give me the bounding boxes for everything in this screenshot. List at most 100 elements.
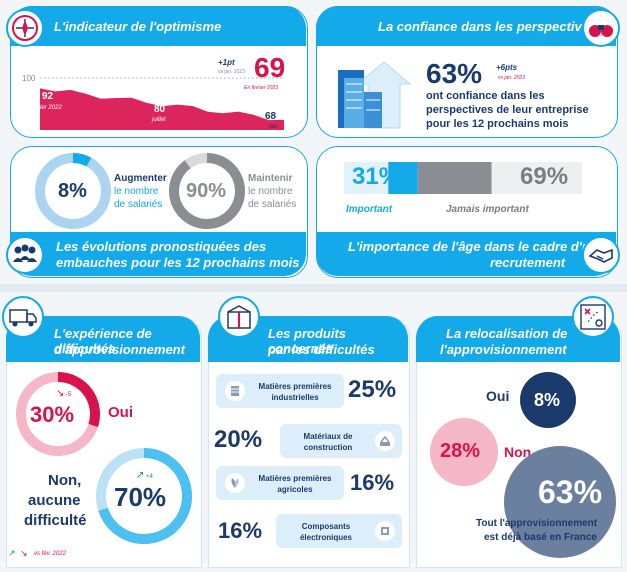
never-important-bar [417, 162, 492, 194]
age-title-line1: L'importance de l'âge dans le cadre d'un [348, 239, 598, 254]
product-item-4: Composants électroniques [276, 514, 402, 548]
reference-label: 100 [22, 74, 36, 83]
legend-down-arrow-icon: ↘ [20, 548, 28, 558]
product-4-value: 16% [218, 518, 263, 543]
relocation-title-line2: l'approvisionnement [440, 342, 567, 357]
increase-label1: Augmenter [114, 173, 167, 184]
product-item-3: Matières premières agricoles [216, 466, 344, 500]
people-icon [6, 236, 44, 274]
buildings-icon [334, 58, 414, 135]
hiring-title-line1: Les évolutions pronostiquées des [56, 239, 267, 254]
handshake-icon [582, 236, 620, 274]
confidence-text-line3: pour les 12 prochains mois [426, 118, 569, 130]
products-title-line2: par les difficultés [268, 342, 375, 357]
supply-yes-delta: -5 [66, 392, 72, 398]
never-important-bar-light [491, 162, 582, 194]
supply-title-line1: L'expérience de difficultés [54, 326, 152, 356]
product-1-value: 25% [348, 376, 397, 403]
never-important-value: 69% [520, 163, 569, 190]
factory-icon [218, 296, 260, 338]
mid-value-label: 80 [154, 104, 166, 115]
product-2-label2: construction [303, 443, 353, 452]
supply-no-arrow-icon: ↗ [136, 470, 145, 481]
product-2-value: 20% [214, 426, 263, 453]
legend-up-arrow-icon: ↗ [8, 548, 16, 558]
important-bar [388, 162, 418, 194]
construction-icon [375, 431, 395, 451]
optimism-delta-note: vs jan. 2023 [218, 69, 245, 75]
confidence-text-line2: perspectives de leur entreprise [426, 104, 589, 116]
never-important-label: Jamais important [446, 204, 529, 215]
start-month-label: février 2022 [30, 105, 62, 111]
confidence-delta-note: vs jan. 2023 [498, 75, 525, 81]
electronics-icon [375, 521, 395, 541]
optimism-area [40, 88, 284, 130]
product-3-value: 16% [350, 470, 395, 495]
hiring-maintain-ring [168, 152, 246, 235]
product-4-label2: électroniques [299, 533, 352, 542]
confidence-banner: La confiance dans les perspectives [316, 6, 616, 46]
relocation-title-line1: La relocalisation de [446, 326, 568, 341]
optimism-delta: +1pt [218, 58, 235, 67]
relocation-france-bubble [504, 446, 616, 558]
product-2-label1: Matériaux de [303, 432, 353, 441]
end-value-label: 68 [265, 111, 277, 122]
increase-label3: de salariés [114, 199, 163, 210]
important-label: Important [346, 204, 393, 215]
optimism-chart: 100 92 février 2022 80 juillet 68 jan. [22, 52, 292, 132]
supply-no-delta: +4 [146, 474, 153, 480]
supply-yes-arrow-icon: ↘ [56, 388, 65, 399]
hiring-increase-ring [34, 152, 112, 235]
strategy-board-icon [572, 296, 614, 338]
maintain-arc [169, 153, 245, 229]
supply-yes-arc [57, 372, 100, 427]
supply-no-arc [98, 448, 192, 544]
product-1-label1: Matières premières [258, 382, 332, 391]
product-3-label2: agricoles [277, 485, 313, 494]
products-title-line1: Les produits concernés [268, 326, 347, 356]
hiring-banner: Les évolutions pronostiquées des embauch… [10, 232, 306, 276]
hiring-title-line2: embauches pour les 12 prochains mois [56, 255, 300, 270]
relocation-no-label: Non [504, 444, 532, 460]
industrial-icon [225, 381, 245, 401]
supply-yes-ring [14, 370, 102, 463]
supply-yes-value: 30% [30, 402, 75, 427]
section-divider [0, 284, 627, 292]
relocation-france-label1: Tout l'approvisionnement [476, 518, 598, 529]
confidence-title: La confiance dans les perspectives [378, 19, 597, 34]
optimism-area-svg: 100 92 février 2022 80 juillet 68 jan. [22, 74, 284, 130]
confidence-delta: +6pts [496, 63, 518, 72]
relocation-france-value: 63% [538, 474, 603, 510]
increase-value: 8% [58, 180, 87, 202]
relocation-yes-value: 8% [534, 390, 561, 410]
relocation-france-label2: est déjà basé en France [484, 532, 597, 543]
start-value-label: 92 [42, 91, 54, 102]
relocation-yes-label: Oui [486, 388, 510, 404]
maintain-label1: Maintenir [248, 173, 293, 184]
supply-no-label2: aucune [28, 492, 81, 509]
optimism-kpi: +1pt vs jan. 2023 69 En février 2023 [216, 52, 296, 96]
supply-title-line2: d'approvisionnement [54, 342, 185, 357]
product-item-1: Matières premières industrielles [216, 374, 344, 408]
optimism-value-note: En février 2023 [244, 85, 278, 91]
supply-no-value: 70% [114, 482, 167, 512]
relocation-yes-bubble [520, 372, 576, 428]
agricultural-icon [225, 473, 245, 493]
truck-icon [2, 296, 44, 338]
relocation-no-bubble [430, 418, 498, 486]
important-value: 31% [352, 163, 401, 190]
supply-no-ring [94, 446, 194, 551]
important-bar-light [344, 162, 389, 194]
maintain-value: 90% [186, 180, 227, 202]
supply-banner: L'expérience de difficultés d'approvisio… [6, 316, 200, 362]
supply-no-label1: Non, [48, 472, 82, 489]
product-3-label1: Matières premières [258, 474, 332, 483]
age-banner: L'importance de l'âge dans le cadre d'un… [316, 232, 616, 276]
optimism-banner: L'indicateur de l'optimisme [10, 6, 306, 46]
compass-icon [6, 9, 44, 47]
age-bar [344, 162, 582, 194]
supply-no-label3: difficulté [24, 512, 87, 529]
increase-label2: le nombre [114, 186, 159, 197]
binoculars-icon [582, 9, 620, 47]
optimism-value: 69 [254, 52, 286, 83]
